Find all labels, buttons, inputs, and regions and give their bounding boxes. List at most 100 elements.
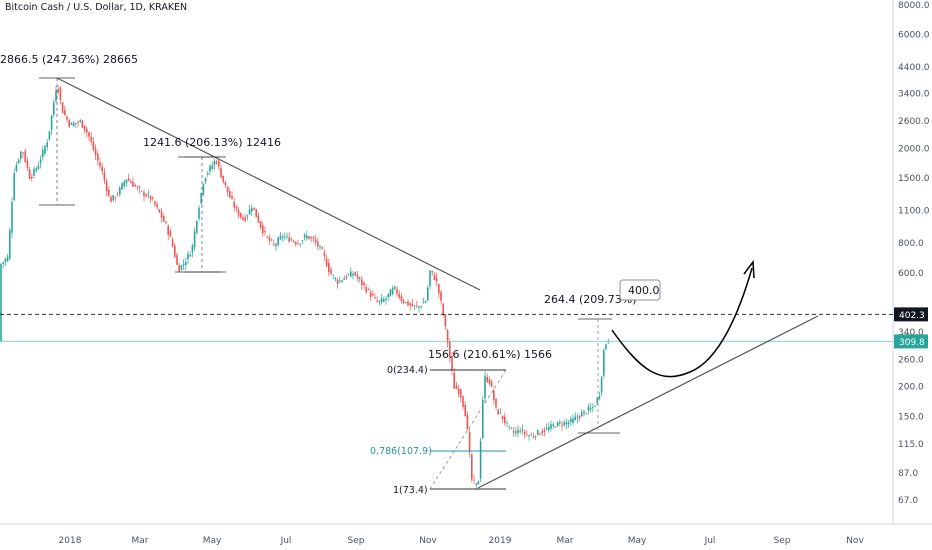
candle-body <box>537 430 539 435</box>
candle-body <box>383 298 385 302</box>
fib-label-1: 1(73.4) <box>393 485 428 496</box>
candle-body <box>264 230 266 233</box>
candle-body <box>44 146 46 154</box>
candle-body <box>182 263 185 266</box>
ascending-trendline[interactable] <box>477 315 819 489</box>
candle-body <box>108 189 110 196</box>
candle-body <box>567 422 570 425</box>
candle-body <box>347 274 350 276</box>
candle-body <box>211 165 213 170</box>
candle-body <box>240 213 242 218</box>
candle-body <box>48 131 51 140</box>
candle-body <box>574 416 576 420</box>
candle-body <box>409 303 411 306</box>
descending-trendline[interactable] <box>56 77 481 291</box>
candle-body <box>605 344 607 350</box>
candle-body <box>532 436 535 438</box>
candle-body <box>466 414 469 430</box>
candle-body <box>391 287 394 295</box>
candle-body <box>81 120 84 128</box>
candle-body <box>515 431 517 434</box>
candle-body <box>530 434 532 436</box>
candle-body <box>517 429 519 434</box>
price-tick-label: 115.0 <box>898 440 924 450</box>
candle-body <box>171 239 174 247</box>
target-callout-label: 400.0 <box>628 284 660 297</box>
candle-body <box>354 272 356 276</box>
candle-body <box>369 292 372 297</box>
candle-body <box>332 275 334 276</box>
candle-body <box>88 132 90 137</box>
candle-body <box>303 234 306 238</box>
candle-body <box>229 191 231 198</box>
candle-body <box>215 161 218 164</box>
price-tick-label: 87.0 <box>898 469 918 479</box>
candle-body <box>583 410 585 414</box>
candle-body <box>2 261 4 264</box>
candle-body <box>99 162 101 167</box>
candle-body <box>110 196 112 203</box>
candle-body <box>22 152 24 154</box>
candle-body <box>299 243 301 245</box>
projection-arrowhead <box>743 259 755 279</box>
candle-body <box>116 194 119 196</box>
candle-body <box>464 404 466 417</box>
price-tick-label: 8000.0 <box>898 1 930 11</box>
candle-body <box>204 177 207 182</box>
candle-body <box>341 280 343 282</box>
candle-body <box>174 245 176 258</box>
candle-body <box>475 483 477 485</box>
candle-body <box>398 293 400 298</box>
candle-body <box>83 125 86 131</box>
time-tick-label: Nov <box>846 536 864 546</box>
candle-body <box>519 431 521 433</box>
candle-body <box>145 194 147 197</box>
candle-body <box>457 388 460 394</box>
candle-body <box>17 160 20 164</box>
candle-body <box>460 389 462 398</box>
candle-body <box>376 300 378 302</box>
candle-body <box>306 235 308 239</box>
candle-body <box>138 187 141 189</box>
candle-body <box>598 396 601 399</box>
candle-body <box>444 314 447 327</box>
candle-body <box>31 176 33 179</box>
candle-body <box>185 261 187 266</box>
annotation-move2: 1241.6 (206.13%) 12416 <box>143 136 281 149</box>
candle-body <box>539 433 541 435</box>
candle-body <box>528 435 530 437</box>
candle-body <box>196 220 198 233</box>
candle-body <box>323 252 326 257</box>
candle-body <box>86 128 88 133</box>
candle-body <box>213 160 216 166</box>
last-price-label: 309.8 <box>899 338 925 348</box>
candle-body <box>209 165 211 172</box>
price-tick-label: 340.0 <box>898 328 924 338</box>
candle-body <box>440 291 442 301</box>
candle-body <box>11 202 13 233</box>
candle-body <box>200 192 202 204</box>
candle-body <box>6 256 9 261</box>
candle-body <box>92 141 95 150</box>
candle-body <box>587 406 590 411</box>
candle-body <box>262 225 264 234</box>
candle-body <box>418 306 420 308</box>
chart-title: Bitcoin Cash / U.S. Dollar, 1D, KRAKEN <box>5 2 188 13</box>
candle-body <box>477 481 480 485</box>
candle-body <box>420 306 422 308</box>
candle-body <box>402 300 405 304</box>
candle-body <box>121 183 123 190</box>
candle-body <box>233 201 235 208</box>
candle-body <box>570 418 572 423</box>
candle-body <box>0 263 2 342</box>
candle-body <box>136 186 139 188</box>
price-tick-label: 2600.0 <box>898 117 930 127</box>
time-tick-label: 2019 <box>489 536 512 546</box>
candle-body <box>286 235 288 237</box>
candle-body <box>512 431 515 433</box>
candle-body <box>356 274 359 278</box>
candle-body <box>55 90 57 102</box>
candle-body <box>387 293 389 297</box>
candle-body <box>497 409 499 415</box>
